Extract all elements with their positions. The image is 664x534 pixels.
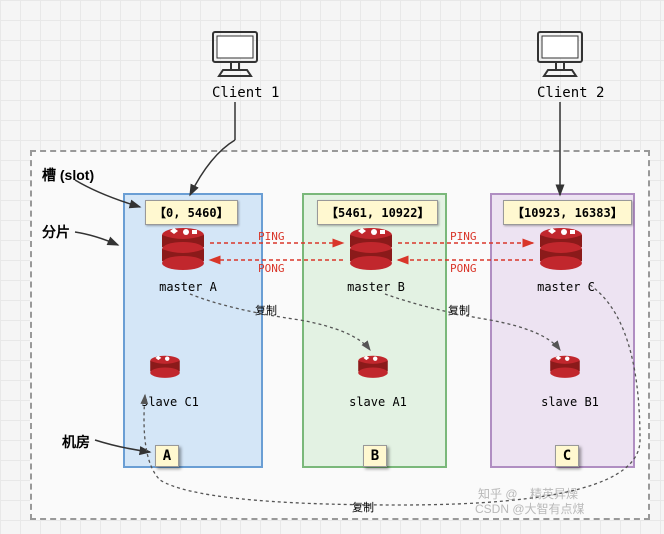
master-a-icon — [160, 225, 206, 275]
client-2-computer — [530, 28, 590, 83]
slave-c1-label: slave C1 — [140, 395, 200, 409]
slot-b: 【5461, 10922】 — [317, 200, 438, 225]
master-a-label: master A — [158, 280, 218, 294]
slot-a: 【0, 5460】 — [145, 200, 238, 225]
slot-annotation: 槽 (slot) — [42, 165, 94, 185]
client-2-label: Client 2 — [537, 85, 604, 101]
room-a: A — [155, 445, 179, 467]
slave-a1-icon — [356, 352, 390, 390]
pong-bc: PONG — [450, 262, 477, 275]
master-b-icon — [348, 225, 394, 275]
pong-ab: PONG — [258, 262, 285, 275]
slave-b1-icon — [548, 352, 582, 390]
slave-a1-label: slave A1 — [348, 395, 408, 409]
room-b: B — [363, 445, 387, 467]
slave-c1-icon — [148, 352, 182, 390]
slave-b1-label: slave B1 — [540, 395, 600, 409]
client-1-computer — [205, 28, 265, 83]
slot-c: 【10923, 16383】 — [503, 200, 632, 225]
room-c: C — [555, 445, 579, 467]
watermark-csdn: CSDN @大智有点煤 — [475, 500, 585, 517]
master-c-icon — [538, 225, 584, 275]
client-1-label: Client 1 — [212, 85, 279, 101]
ping-ab: PING — [258, 230, 285, 243]
ping-bc: PING — [450, 230, 477, 243]
replicate-bc: 复制 — [448, 302, 470, 318]
replicate-ab: 复制 — [255, 302, 277, 318]
replicate-ca: 复制 — [352, 499, 374, 515]
master-c-label: master C — [536, 280, 596, 294]
master-b-label: master B — [346, 280, 406, 294]
shard-annotation: 分片 — [42, 222, 70, 242]
room-annotation: 机房 — [62, 432, 90, 452]
